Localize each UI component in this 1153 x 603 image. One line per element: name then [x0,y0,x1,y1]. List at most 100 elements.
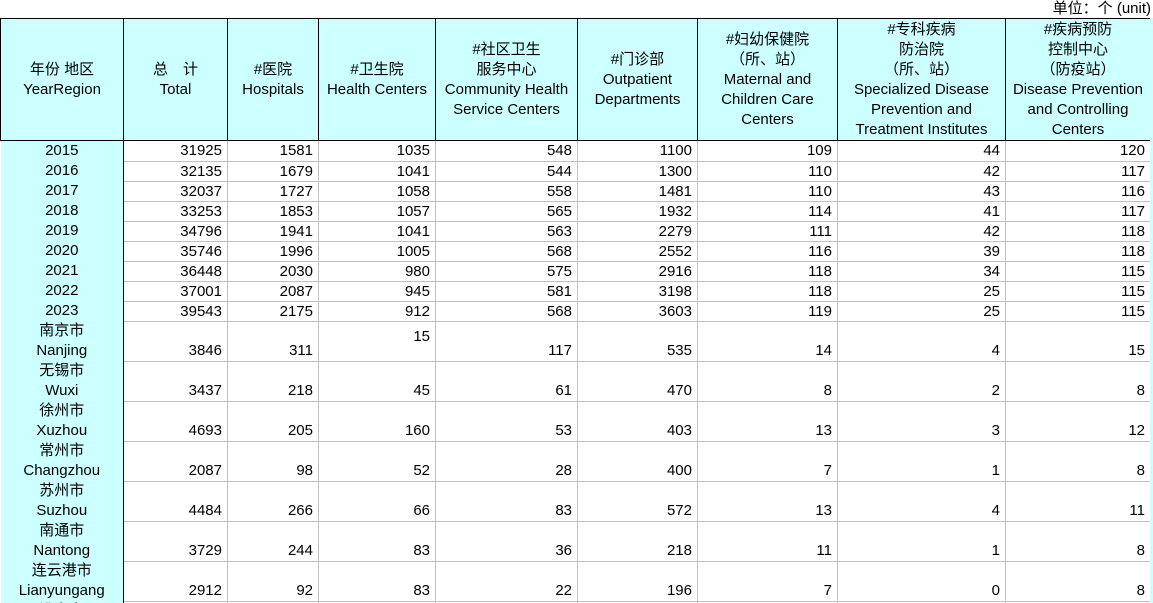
cell-outpatient_departments: 400 [577,441,698,482]
table-row: 2021 36448 2030 980 575 2916 118 34 115 [0,261,1151,282]
table-row: 连云港市 Lianyungang 2912 92 83 22 196 7 0 8 [0,561,1151,602]
table-body: 2015 31925 1581 1035 548 1100 109 44 120 2016 3213… [0,140,1151,603]
cell-maternal_children_care_centers: 13 [697,401,838,442]
cell-maternal_children_care_centers: 111 [697,221,838,242]
cell-specialized_disease_prevention_institutes: 34 [837,261,1006,282]
cell-hospitals: 244 [227,521,319,562]
row-header-region: 南通市 Nantong [0,521,124,561]
cell-total: 35746 [123,241,228,262]
table-row: 南通市 Nantong 3729 244 83 36 218 11 1 8 [0,521,1151,562]
cell-outpatient_departments: 3603 [577,301,698,322]
cell-outpatient_departments: 535 [577,321,698,362]
cell-community_health_service_centers: 61 [435,361,578,402]
cell-hospitals [227,601,319,603]
table-row: 南京市 Nanjing 3846 311 15 117 535 14 4 15 [0,321,1151,362]
cell-maternal_children_care_centers: 109 [697,140,838,162]
table-row: 常州市 Changzhou 2087 98 52 28 400 7 1 8 [0,441,1151,482]
cell-disease_prevention_controlling_centers: 118 [1005,221,1151,242]
table-row: 2015 31925 1581 1035 548 1100 109 44 120 [0,140,1151,162]
cell-outpatient_departments: 470 [577,361,698,402]
cell-hospitals: 98 [227,441,319,482]
cell-health_centers: 945 [318,281,436,302]
table-row: 2022 37001 2087 945 581 3198 118 25 115 [0,281,1151,302]
column-header-health_centers: #卫生院 Health Centers [318,18,436,141]
cell-maternal_children_care_centers: 114 [697,201,838,222]
cell-maternal_children_care_centers: 7 [697,441,838,482]
cell-community_health_service_centers: 563 [435,221,578,242]
cell-disease_prevention_controlling_centers: 12 [1005,401,1151,442]
cell-disease_prevention_controlling_centers: 117 [1005,201,1151,222]
cell-health_centers: 912 [318,301,436,322]
cell-specialized_disease_prevention_institutes: 25 [837,281,1006,302]
cell-hospitals: 1996 [227,241,319,262]
table-row: 淮安市 Huaian [0,601,1151,603]
column-header-specialized_disease_prevention_institutes: #专科疾病 防治院 （所、站） Specialized Disease Prev… [837,18,1006,141]
cell-hospitals: 1941 [227,221,319,242]
row-header-region: 南京市 Nanjing [0,321,124,361]
cell-health_centers: 52 [318,441,436,482]
cell-outpatient_departments: 2916 [577,261,698,282]
cell-disease_prevention_controlling_centers: 15 [1005,321,1151,362]
cell-community_health_service_centers: 117 [435,321,578,362]
cell-maternal_children_care_centers: 11 [697,521,838,562]
cell-community_health_service_centers: 22 [435,561,578,602]
cell-maternal_children_care_centers: 118 [697,261,838,282]
row-header-region: 2019 [0,221,124,241]
cell-maternal_children_care_centers: 7 [697,561,838,602]
cell-health_centers: 1041 [318,161,436,182]
cell-disease_prevention_controlling_centers: 120 [1005,140,1151,162]
cell-outpatient_departments: 403 [577,401,698,442]
cell-health_centers: 160 [318,401,436,442]
cell-health_centers: 66 [318,481,436,522]
header-row: 年份 地区 YearRegion 总 计 Total #医院 Hospitals #卫… [0,18,1151,141]
cell-total [123,601,228,603]
cell-outpatient_departments: 196 [577,561,698,602]
cell-outpatient_departments: 3198 [577,281,698,302]
cell-health_centers: 45 [318,361,436,402]
cell-total: 4484 [123,481,228,522]
cell-maternal_children_care_centers: 8 [697,361,838,402]
cell-total: 3846 [123,321,228,362]
cell-total: 39543 [123,301,228,322]
table-row: 2020 35746 1996 1005 568 2552 116 39 118 [0,241,1151,262]
row-header-region: 徐州市 Xuzhou [0,401,124,441]
cell-maternal_children_care_centers: 118 [697,281,838,302]
column-header-outpatient_departments: #门诊部 Outpatient Departments [577,18,698,141]
column-header-region: 年份 地区 YearRegion [0,18,124,141]
cell-hospitals: 2087 [227,281,319,302]
cell-outpatient_departments: 1100 [577,140,698,162]
cell-specialized_disease_prevention_institutes: 43 [837,181,1006,202]
cell-community_health_service_centers: 568 [435,301,578,322]
cell-hospitals: 1581 [227,140,319,162]
cell-disease_prevention_controlling_centers: 11 [1005,481,1151,522]
cell-disease_prevention_controlling_centers: 115 [1005,301,1151,322]
row-header-region: 2017 [0,181,124,201]
cell-specialized_disease_prevention_institutes: 1 [837,521,1006,562]
cell-disease_prevention_controlling_centers: 8 [1005,361,1151,402]
cell-total: 3437 [123,361,228,402]
cell-total: 36448 [123,261,228,282]
cell-specialized_disease_prevention_institutes: 4 [837,321,1006,362]
cell-community_health_service_centers: 548 [435,140,578,162]
cell-disease_prevention_controlling_centers: 8 [1005,561,1151,602]
table-row: 2023 39543 2175 912 568 3603 119 25 115 [0,301,1151,322]
cell-community_health_service_centers: 581 [435,281,578,302]
cell-hospitals: 1679 [227,161,319,182]
row-header-region: 2018 [0,201,124,221]
cell-disease_prevention_controlling_centers: 117 [1005,161,1151,182]
cell-specialized_disease_prevention_institutes: 4 [837,481,1006,522]
cell-specialized_disease_prevention_institutes: 1 [837,441,1006,482]
cell-disease_prevention_controlling_centers: 8 [1005,441,1151,482]
cell-specialized_disease_prevention_institutes: 3 [837,401,1006,442]
cell-health_centers: 1057 [318,201,436,222]
row-header-region: 2022 [0,281,124,301]
column-header-disease_prevention_controlling_centers: #疾病预防 控制中心 （防疫站） Disease Prevention and … [1005,18,1151,141]
table-header: 年份 地区 YearRegion 总 计 Total #医院 Hospitals #卫… [0,18,1151,141]
cell-specialized_disease_prevention_institutes: 25 [837,301,1006,322]
cell-hospitals: 1853 [227,201,319,222]
cell-health_centers: 15 [318,321,436,362]
cell-total: 2087 [123,441,228,482]
table-row: 2019 34796 1941 1041 563 2279 111 42 118 [0,221,1151,242]
cell-total: 32135 [123,161,228,182]
cell-maternal_children_care_centers: 13 [697,481,838,522]
